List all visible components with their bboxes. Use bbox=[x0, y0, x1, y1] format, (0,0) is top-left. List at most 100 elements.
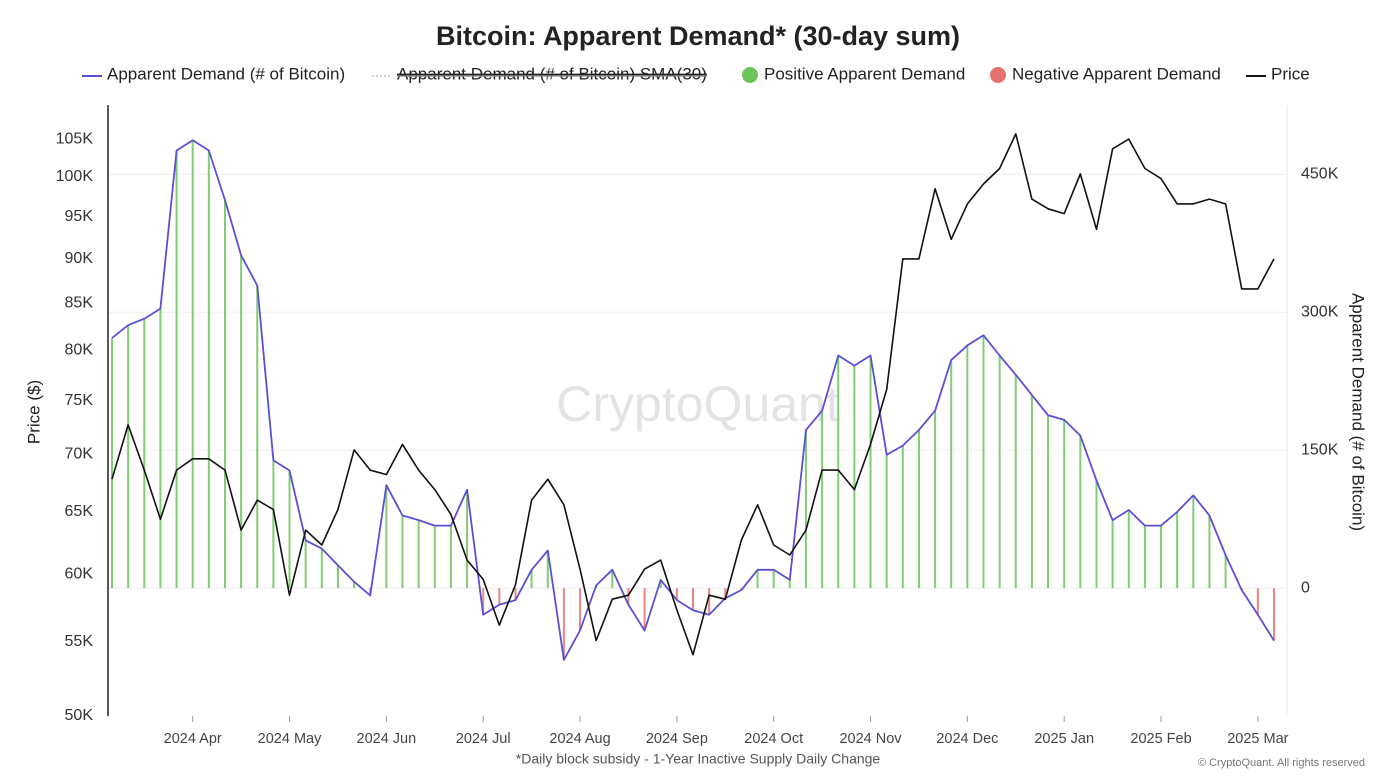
axes: 50K 55K 60K 65K 70K 75K 80K 85K 90K 95K 100K 105K 0 1… bbox=[56, 130, 1339, 747]
demand-bar bbox=[1176, 511, 1179, 589]
demand-bar bbox=[950, 360, 953, 589]
y-tick-label: 50K bbox=[65, 707, 94, 724]
demand-bar bbox=[821, 410, 824, 589]
demand-bar bbox=[1014, 374, 1017, 589]
demand-bar bbox=[1127, 510, 1130, 589]
x-tick-label: 2024 Oct bbox=[744, 731, 803, 747]
y-tick-label: 75K bbox=[65, 392, 94, 409]
demand-bar bbox=[934, 410, 937, 589]
legend-label[interactable]: Positive Apparent Demand bbox=[764, 64, 965, 83]
y-tick-label: 70K bbox=[65, 446, 94, 463]
demand-bar bbox=[1256, 588, 1259, 615]
demand-bar bbox=[643, 588, 646, 631]
demand-bar bbox=[1160, 525, 1163, 589]
y-tick-label: 105K bbox=[56, 130, 94, 147]
demand-bar bbox=[320, 548, 323, 589]
demand-bar bbox=[756, 569, 759, 589]
demand-bar bbox=[692, 588, 694, 611]
y-tick-label: 100K bbox=[56, 168, 94, 185]
demand-bar bbox=[353, 581, 356, 589]
demand-bar bbox=[433, 525, 436, 589]
demand-line bbox=[111, 139, 1275, 661]
demand-bar bbox=[159, 308, 162, 589]
demand-bar bbox=[449, 525, 452, 589]
y-tick-label: 60K bbox=[65, 565, 94, 582]
demand-bar bbox=[675, 588, 678, 601]
demand-bar bbox=[1192, 495, 1195, 589]
y-tick-label: 55K bbox=[65, 633, 94, 650]
y2-tick-label: 300K bbox=[1301, 304, 1339, 321]
demand-bar bbox=[885, 454, 888, 589]
demand-bar bbox=[917, 430, 920, 589]
demand-bar bbox=[514, 588, 517, 601]
demand-bar bbox=[1273, 588, 1275, 641]
watermark: CryptoQuant bbox=[556, 376, 840, 432]
y2-tick-label: 450K bbox=[1301, 166, 1339, 183]
demand-bar bbox=[385, 485, 388, 589]
x-tick-label: 2024 Jul bbox=[456, 731, 511, 747]
demand-bar bbox=[772, 569, 775, 589]
price-line bbox=[111, 133, 1275, 656]
y-axis-label: Price ($) bbox=[24, 380, 43, 444]
demand-bar bbox=[498, 588, 501, 605]
demand-bar bbox=[272, 460, 275, 589]
demand-bar bbox=[1079, 435, 1082, 589]
demand-bar bbox=[127, 325, 130, 589]
lines bbox=[111, 133, 1275, 661]
demand-bar bbox=[1030, 395, 1033, 589]
demand-bar bbox=[869, 355, 872, 589]
demand-bar bbox=[1111, 520, 1114, 589]
demand-bar bbox=[1208, 515, 1211, 589]
demand-bar bbox=[853, 365, 856, 589]
demand-bar bbox=[966, 345, 969, 589]
demand-bar bbox=[982, 335, 985, 589]
demand-bar bbox=[901, 445, 904, 589]
y2-axis-label: Apparent Demand (# of Bitcoin) bbox=[1349, 293, 1368, 531]
demand-bar bbox=[627, 588, 630, 605]
demand-bar bbox=[482, 588, 485, 615]
demand-bar bbox=[417, 520, 420, 589]
demand-bar bbox=[546, 550, 549, 589]
legend-label[interactable]: Apparent Demand (# of Bitcoin) bbox=[107, 64, 345, 83]
demand-bar bbox=[240, 255, 243, 589]
legend-label[interactable]: Apparent Demand (# of Bitcoin) SMA(30) bbox=[397, 64, 707, 83]
legend-label[interactable]: Price bbox=[1271, 64, 1310, 83]
footnote: *Daily block subsidy - 1-Year Inactive S… bbox=[516, 751, 881, 767]
demand-bar bbox=[1224, 555, 1227, 589]
demand-bar bbox=[724, 588, 727, 599]
demand-bar bbox=[998, 355, 1001, 589]
y2-tick-label: 0 bbox=[1301, 579, 1310, 596]
demand-bar bbox=[1095, 480, 1098, 589]
y-tick-label: 95K bbox=[65, 208, 94, 225]
demand-bar bbox=[837, 355, 840, 589]
x-tick-label: 2025 Jan bbox=[1034, 731, 1094, 747]
legend: Apparent Demand (# of Bitcoin) Apparent D… bbox=[82, 64, 1310, 83]
demand-bar bbox=[304, 540, 307, 589]
demand-bar bbox=[708, 588, 711, 615]
grid bbox=[108, 173, 1287, 589]
demand-bar bbox=[288, 470, 291, 589]
x-tick-label: 2024 Jun bbox=[357, 731, 417, 747]
demand-bar bbox=[530, 569, 533, 589]
y-tick-label: 90K bbox=[65, 250, 94, 267]
demand-bar bbox=[111, 338, 113, 589]
y-tick-label: 80K bbox=[65, 342, 94, 359]
x-tick-label: 2024 Apr bbox=[164, 731, 222, 747]
x-tick-label: 2025 Feb bbox=[1130, 731, 1191, 747]
demand-bar bbox=[336, 565, 339, 589]
demand-bar bbox=[256, 285, 259, 589]
demand-bar bbox=[143, 318, 146, 589]
demand-bar bbox=[611, 569, 614, 589]
x-tick-label: 2024 Nov bbox=[839, 731, 902, 747]
y2-tick-label: 150K bbox=[1301, 441, 1339, 458]
demand-bar bbox=[659, 579, 662, 589]
bars bbox=[111, 140, 1275, 660]
y-tick-label: 65K bbox=[65, 503, 94, 520]
legend-label[interactable]: Negative Apparent Demand bbox=[1012, 64, 1221, 83]
demand-bar bbox=[1143, 525, 1146, 589]
credit: © CryptoQuant. All rights reserved bbox=[1198, 757, 1365, 769]
demand-bar bbox=[788, 579, 791, 589]
demand-bar bbox=[804, 430, 807, 589]
chart-title: Bitcoin: Apparent Demand* (30-day sum) bbox=[436, 21, 960, 51]
